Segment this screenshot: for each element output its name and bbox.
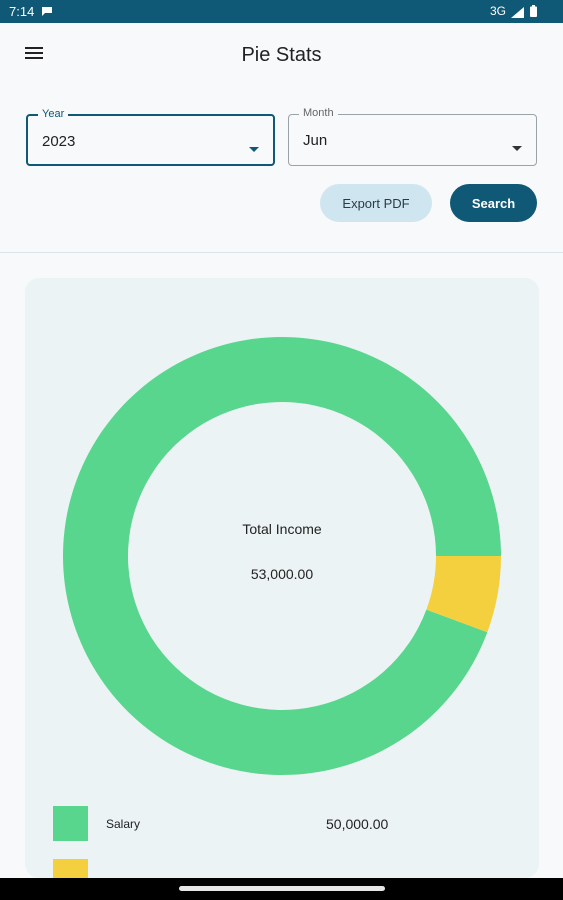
navigation-bar xyxy=(0,878,563,900)
month-label: Month xyxy=(299,107,338,119)
month-value: Jun xyxy=(303,132,328,149)
page-title: Pie Stats xyxy=(241,44,322,66)
chart-center-value: 53,000.00 xyxy=(250,566,314,582)
month-dropdown[interactable]: Month Jun xyxy=(288,107,537,166)
year-value: 2023 xyxy=(42,133,76,150)
network-type: 3G xyxy=(490,4,507,18)
notification-icon xyxy=(41,5,53,20)
search-button[interactable]: Search xyxy=(450,184,537,222)
legend-value: 50,000.00 xyxy=(326,816,389,832)
year-label: Year xyxy=(38,108,69,120)
donut-chart xyxy=(62,336,501,775)
chart-center-title: Total Income xyxy=(242,521,322,537)
donut-slice-salary xyxy=(62,336,501,775)
app-bar: Pie Stats xyxy=(0,23,563,83)
divider xyxy=(0,252,563,253)
legend-swatch xyxy=(53,806,88,841)
signal-icon xyxy=(511,6,524,21)
battery-icon xyxy=(530,5,537,20)
legend-item: Salary 50,000.00 xyxy=(25,806,539,842)
status-bar: 7:14 3G xyxy=(0,0,563,23)
year-dropdown[interactable]: Year 2023 xyxy=(26,108,275,166)
dropdown-arrow-icon xyxy=(249,139,259,157)
menu-icon[interactable] xyxy=(22,41,46,65)
legend-label: Salary xyxy=(106,817,141,831)
legend-swatch xyxy=(53,859,88,878)
legend-item xyxy=(25,859,539,878)
home-gesture-handle[interactable] xyxy=(179,886,385,891)
donut-slice-item-1 xyxy=(426,556,501,633)
export-pdf-button[interactable]: Export PDF xyxy=(320,184,432,222)
dropdown-arrow-icon xyxy=(512,138,522,156)
chart-card: Total Income 53,000.00 Salary 50,000.00 xyxy=(25,278,539,878)
status-time: 7:14 xyxy=(9,4,35,19)
